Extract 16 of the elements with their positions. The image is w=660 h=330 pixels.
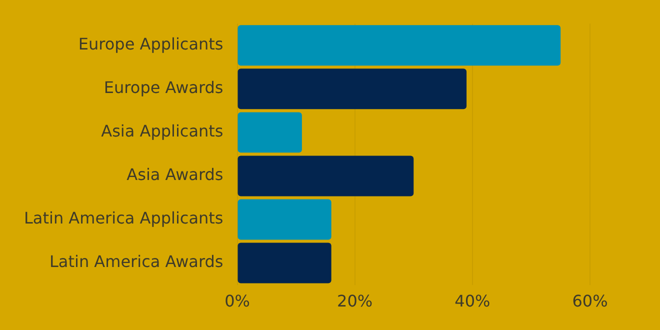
y-tick-label: Asia Awards	[126, 165, 224, 184]
y-tick-label: Europe Awards	[104, 78, 224, 98]
y-tick-label: Asia Applicants	[101, 122, 224, 141]
bar	[238, 68, 467, 110]
bar	[238, 199, 332, 240]
bar	[238, 25, 561, 66]
y-tick-label: Latin America Awards	[50, 252, 224, 272]
x-tick-label: 60%	[572, 292, 608, 311]
bar	[238, 112, 302, 153]
y-tick-label: Europe Applicants	[78, 34, 224, 54]
bar	[238, 242, 332, 284]
bar	[238, 156, 414, 196]
x-tick-label: 0%	[224, 292, 250, 311]
x-tick-label: 20%	[337, 292, 373, 311]
x-tick-label: 40%	[454, 292, 490, 311]
y-tick-label: Latin America Applicants	[24, 208, 224, 228]
